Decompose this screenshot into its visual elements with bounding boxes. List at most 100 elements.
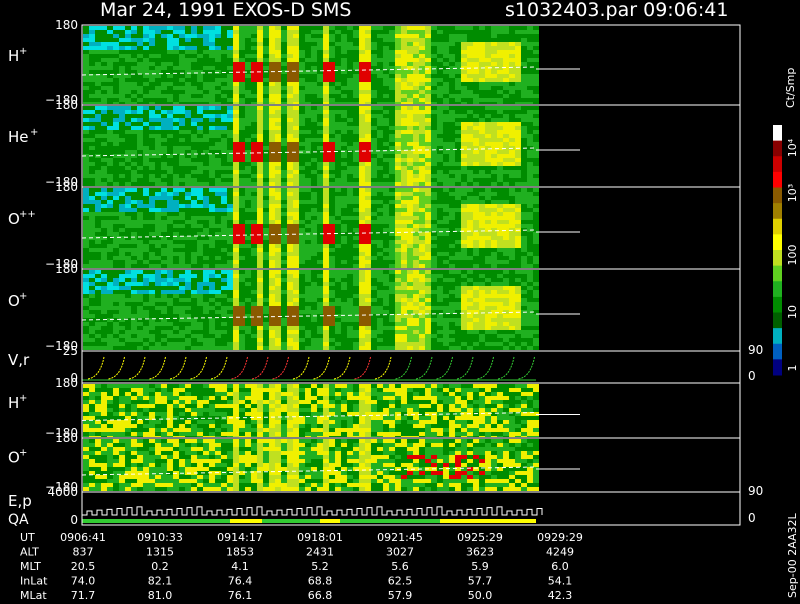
spectrogram-cell <box>299 46 305 50</box>
spectrogram-cell <box>275 188 281 192</box>
spectrogram-cell <box>251 30 257 34</box>
spectrogram-cell <box>167 42 173 46</box>
spectrogram-cell <box>137 248 143 252</box>
spectrogram-cell <box>185 78 191 82</box>
spectrogram-cell <box>299 126 305 130</box>
spectrogram-cell <box>311 62 317 66</box>
spectrogram-cell <box>515 82 521 86</box>
spectrogram-cell <box>485 134 491 138</box>
spectrogram-cell <box>161 286 167 290</box>
spectrogram-cell <box>515 204 521 208</box>
spectrogram-cell <box>527 46 533 50</box>
spectrogram-cell <box>269 106 275 110</box>
spectrogram-cell <box>527 192 533 196</box>
spectrogram-cell <box>455 50 461 54</box>
spectrogram-cell <box>215 240 221 244</box>
spectrogram-cell <box>311 42 317 46</box>
spectrogram-cell <box>365 38 371 42</box>
spectrogram-cell <box>125 240 131 244</box>
spectrogram-cell <box>179 42 185 46</box>
spectrogram-cell <box>119 282 125 286</box>
spectrogram-cell <box>383 154 389 158</box>
spectrogram-cell <box>395 74 401 78</box>
spectrogram-cell <box>287 114 293 118</box>
spectrogram-cell <box>329 204 335 208</box>
spectrogram-cell <box>503 146 509 150</box>
spectrogram-cell <box>203 62 209 66</box>
spectrogram-cell <box>287 66 293 70</box>
spectrogram-cell <box>293 78 299 82</box>
spectrogram-cell <box>473 82 479 86</box>
spectrogram-cell <box>251 106 257 110</box>
spectrogram-cell <box>401 244 407 248</box>
spectrogram-cell <box>515 134 521 138</box>
spectrogram-cell <box>149 86 155 90</box>
spectrogram-cell <box>431 90 437 94</box>
spectrogram-cell <box>371 208 377 212</box>
spectrogram-cell <box>269 110 275 114</box>
spectrogram-cell <box>395 204 401 208</box>
spectrogram-cell <box>437 166 443 170</box>
spectrogram-cell <box>395 130 401 134</box>
spectrogram-cell <box>131 282 137 286</box>
spectrogram-cell <box>209 286 215 290</box>
spectrogram-cell <box>227 58 233 62</box>
spectrogram-cell <box>521 90 527 94</box>
spectrogram-cell <box>149 256 155 260</box>
spectrogram-cell <box>347 122 353 126</box>
spectrogram-cell <box>383 208 389 212</box>
spectrogram-cell <box>287 110 293 114</box>
spectrogram-cell <box>269 178 275 182</box>
spectrogram-cell <box>467 236 473 240</box>
spectrogram-cell <box>203 224 209 228</box>
spectrogram-cell <box>485 240 491 244</box>
spectrogram-cell <box>479 154 485 158</box>
spectrogram-cell <box>353 42 359 46</box>
spectrogram-cell <box>341 110 347 114</box>
spectrogram-cell <box>239 74 245 78</box>
spectrogram-cell <box>473 256 479 260</box>
spectrogram-cell <box>113 78 119 82</box>
spectrogram-cell <box>467 94 473 98</box>
spectrogram-cell <box>467 204 473 208</box>
spectrogram-cell <box>257 228 263 232</box>
spectrogram-cell <box>377 196 383 200</box>
spectrogram-cell <box>335 270 341 274</box>
spectrogram-cell <box>485 236 491 240</box>
spectrogram-cell <box>509 122 515 126</box>
spectrogram-cell <box>335 78 341 82</box>
spectrogram-cell <box>515 216 521 220</box>
spectrogram-cell <box>413 82 419 86</box>
spectrogram-cell <box>353 54 359 58</box>
spectrogram-cell <box>137 42 143 46</box>
spectrogram-cell <box>443 82 449 86</box>
spectrogram-cell <box>347 150 353 154</box>
spectrogram-cell <box>365 134 371 138</box>
spectrogram-cell <box>203 248 209 252</box>
spectrogram-cell <box>371 34 377 38</box>
spectrogram-cell <box>311 82 317 86</box>
spectrogram-cell <box>251 162 257 166</box>
spectrogram-cell <box>503 178 509 182</box>
spectrogram-cell <box>287 196 293 200</box>
spectrogram-cell <box>449 232 455 236</box>
spectrogram-cell <box>323 74 329 78</box>
spectrogram-cell <box>467 82 473 86</box>
spectrogram-cell <box>425 26 431 30</box>
spectrogram-cell <box>179 248 185 252</box>
spectrogram-cell <box>365 228 371 232</box>
spectrogram-cell <box>89 204 95 208</box>
spectrogram-cell <box>197 290 203 294</box>
spectrogram-cell <box>389 174 395 178</box>
spectrogram-cell <box>281 244 287 248</box>
spectrogram-cell <box>185 46 191 50</box>
spectrogram-cell <box>521 248 527 252</box>
spectrogram-cell <box>485 278 491 282</box>
spectrogram-cell <box>323 54 329 58</box>
spectrogram-cell <box>179 134 185 138</box>
spectrogram-cell <box>509 26 515 30</box>
spectrogram-cell <box>335 220 341 224</box>
spectrogram-cell <box>371 38 377 42</box>
spectrogram-cell <box>377 240 383 244</box>
spectrogram-cell <box>329 114 335 118</box>
